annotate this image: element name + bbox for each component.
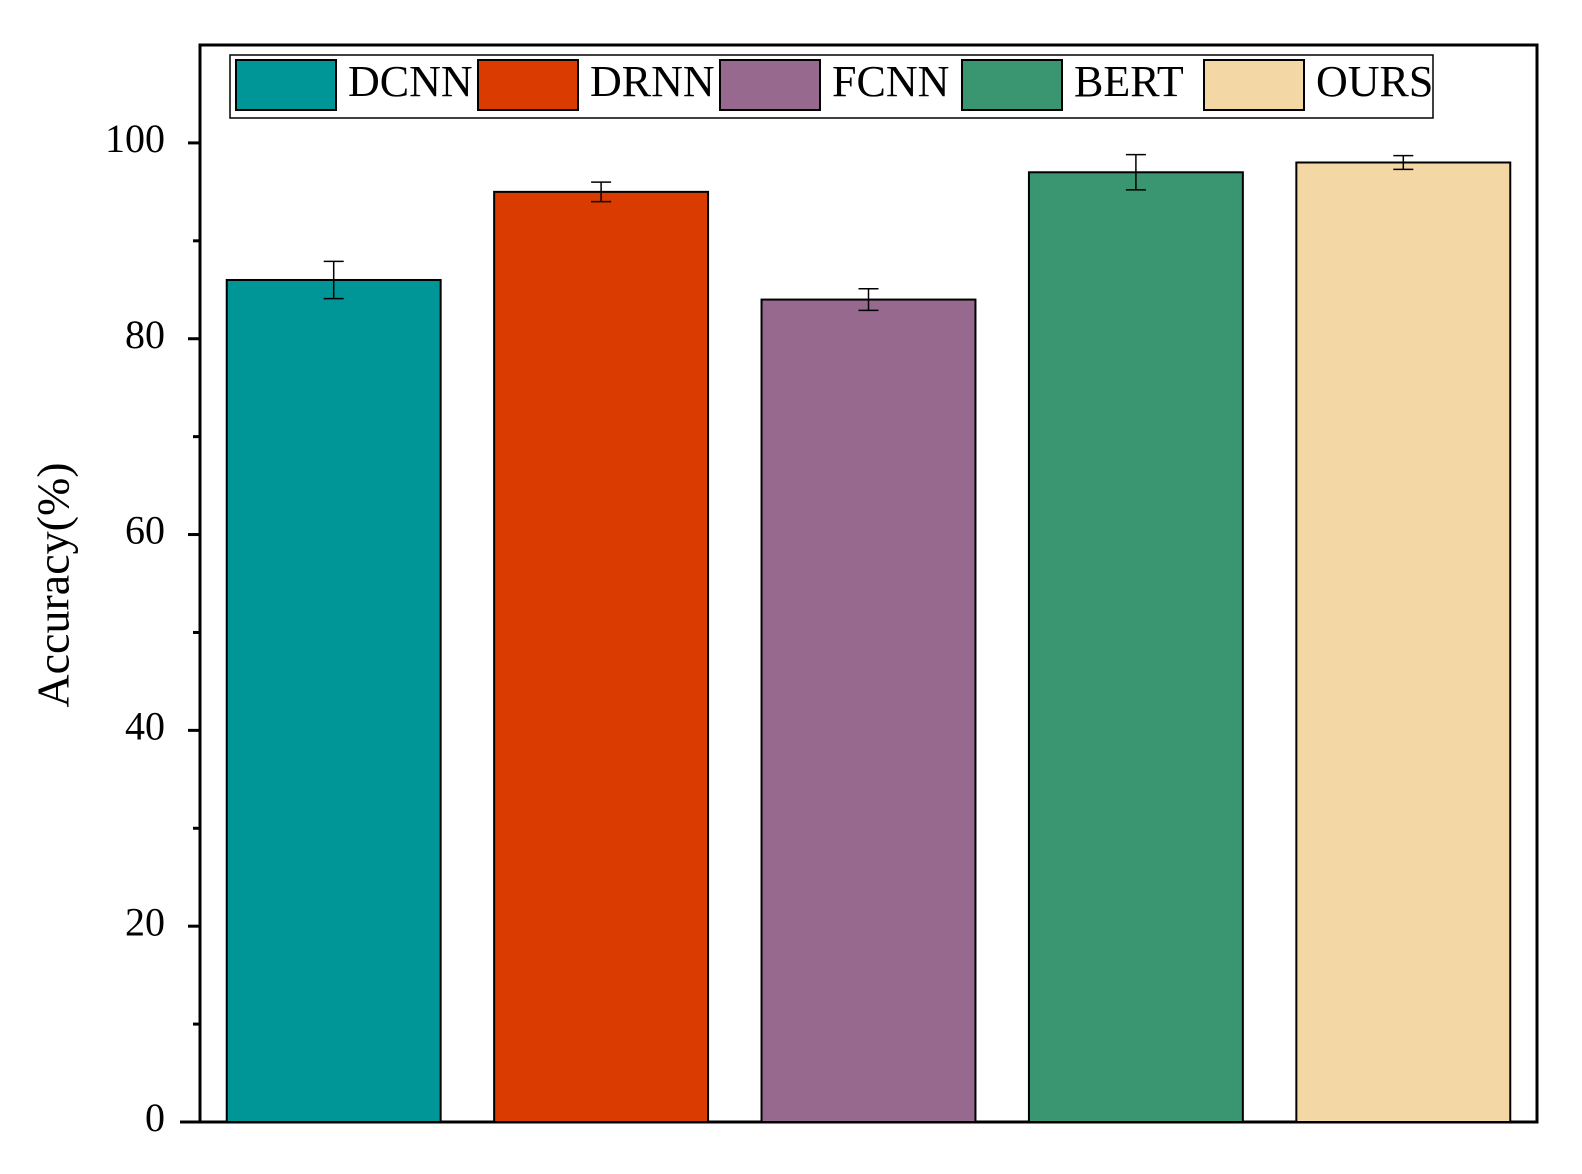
legend-label: FCNN [832, 57, 949, 106]
legend-label: DCNN [348, 57, 473, 106]
legend-label: DRNN [590, 57, 715, 106]
legend-swatch [477, 59, 579, 111]
legend-swatch [1203, 59, 1305, 111]
y-tick-label: 100 [105, 116, 165, 161]
bar [1295, 161, 1512, 1123]
y-tick-label: 40 [125, 704, 165, 749]
error-bar [1125, 153, 1146, 191]
y-tick-label: 0 [145, 1095, 165, 1140]
bar [760, 298, 977, 1123]
error-bar [323, 260, 344, 300]
y-axis-label: Accuracy(%) [28, 462, 79, 707]
bar [225, 278, 442, 1123]
y-tick-label: 20 [125, 899, 165, 944]
legend-label: OURS [1316, 57, 1433, 106]
legend-swatch [719, 59, 821, 111]
error-bar [858, 288, 879, 312]
bar [493, 190, 710, 1123]
y-tick-label: 80 [125, 312, 165, 357]
legend-swatch [235, 59, 337, 111]
y-tick-label: 60 [125, 508, 165, 553]
error-bar [591, 181, 612, 203]
legend-swatch [961, 59, 1063, 111]
bar [1027, 171, 1244, 1124]
legend-label: BERT [1074, 57, 1184, 106]
error-bar [1393, 154, 1414, 171]
